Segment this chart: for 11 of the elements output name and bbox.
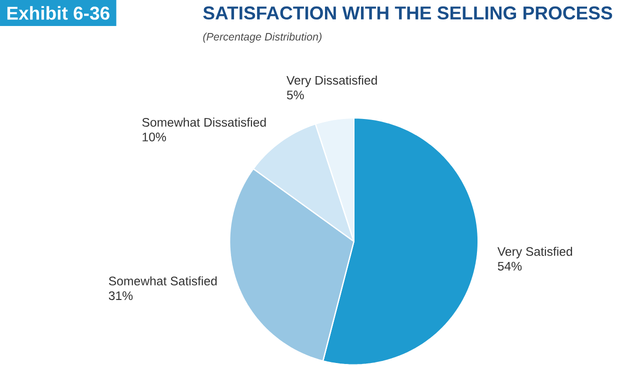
chart-title: SATISFACTION WITH THE SELLING PROCESS (203, 6, 612, 20)
text: Exhibit 6-36 (7, 6, 110, 20)
chart-subtitle: (Percentage Distribution) (203, 32, 322, 42)
slice-label: Very Dissatisfied (286, 75, 377, 87)
slice-label: Very Satisfied (497, 246, 572, 258)
data-label: 31% (108, 291, 133, 300)
data-label: 10% (142, 132, 166, 142)
data-label: 5% (286, 90, 304, 100)
slice-label: Somewhat Dissatisfied (142, 117, 266, 126)
data-label: 54% (498, 262, 522, 270)
slice-label: Somewhat Satisfied (108, 276, 217, 286)
